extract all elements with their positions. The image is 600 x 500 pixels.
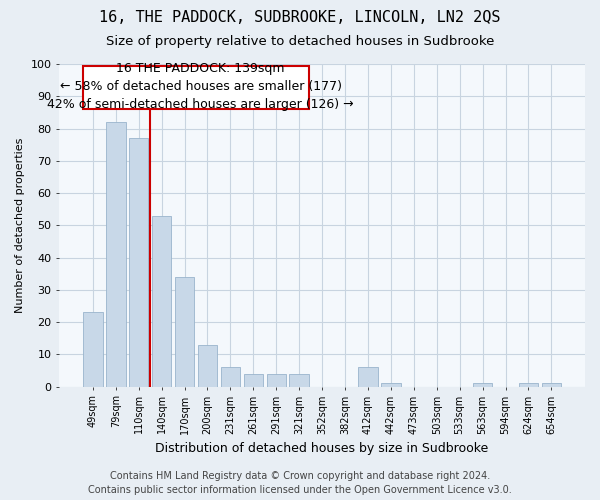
Bar (266, 374, 286, 386)
Text: Contains HM Land Registry data © Crown copyright and database right 2024.
Contai: Contains HM Land Registry data © Crown c… (88, 471, 512, 495)
Text: 16 THE PADDOCK: 139sqm
← 58% of detached houses are smaller (177)
42% of semi-de: 16 THE PADDOCK: 139sqm ← 58% of detached… (47, 62, 354, 111)
Text: 16, THE PADDOCK, SUDBROOKE, LINCOLN, LN2 2QS: 16, THE PADDOCK, SUDBROOKE, LINCOLN, LN2… (99, 10, 501, 25)
Text: Size of property relative to detached houses in Sudbrooke: Size of property relative to detached ho… (106, 35, 494, 48)
Bar (106, 122, 125, 386)
Bar (83, 312, 103, 386)
Bar (175, 277, 194, 386)
Y-axis label: Number of detached properties: Number of detached properties (15, 138, 25, 313)
FancyBboxPatch shape (83, 66, 310, 109)
Bar (381, 384, 401, 386)
X-axis label: Distribution of detached houses by size in Sudbrooke: Distribution of detached houses by size … (155, 442, 489, 455)
Bar (518, 384, 538, 386)
Bar (358, 368, 377, 386)
Bar (152, 216, 172, 386)
Bar (221, 368, 240, 386)
Bar (542, 384, 561, 386)
Bar (289, 374, 309, 386)
Bar (473, 384, 493, 386)
Bar (244, 374, 263, 386)
Bar (129, 138, 148, 386)
Bar (198, 344, 217, 387)
